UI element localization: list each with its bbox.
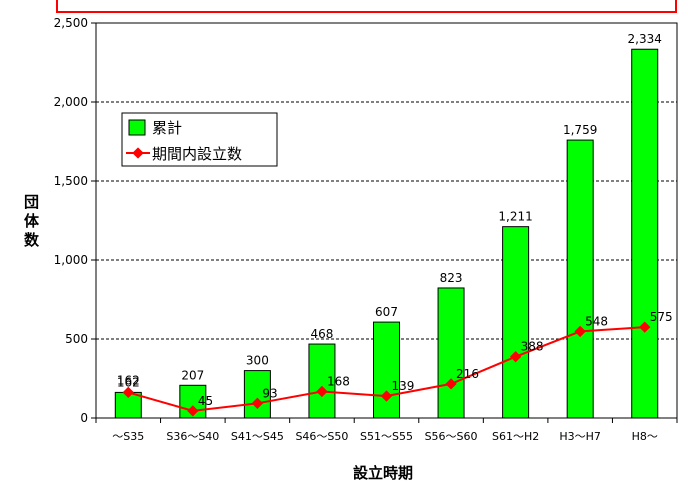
bar-data-label: 300 [246, 354, 269, 368]
line-data-label: 168 [327, 374, 350, 388]
line-data-label: 216 [456, 367, 479, 381]
top-highlight-box [56, 0, 677, 13]
bar-series [114, 48, 659, 419]
legend-line-label: 期間内設立数 [152, 145, 242, 163]
line-marker [251, 397, 264, 409]
bar [308, 343, 336, 419]
y-tick-label: 1,500 [54, 174, 88, 188]
x-category-label: S41～S45 [231, 430, 284, 443]
x-axis-title: 設立時期 [353, 464, 413, 482]
line-marker [316, 385, 328, 398]
y-axis-ticks: 0 500 1,000 1,500 2,000 2,500 [54, 16, 96, 425]
y-tick-label: 2,000 [54, 95, 88, 109]
y-axis-title: 団体数 [24, 193, 40, 249]
bar-data-label: 607 [375, 305, 398, 319]
x-category-label: S56～S60 [425, 430, 478, 443]
legend-bar-label: 累計 [152, 119, 182, 137]
y-tick-label: 2,500 [54, 16, 88, 30]
line-data-label: 548 [585, 314, 608, 328]
line-marker [187, 405, 199, 417]
legend-box [121, 112, 278, 167]
line-data-label: 45 [198, 394, 213, 408]
line-marker [380, 390, 393, 402]
bar [631, 48, 659, 419]
bar [502, 226, 530, 419]
y-tick-label: 500 [65, 332, 88, 346]
bar-data-label: 207 [181, 368, 204, 382]
x-category-label: ～S35 [112, 430, 144, 443]
bar-data-label: 1,759 [563, 123, 597, 137]
x-category-label: S46～S50 [295, 430, 348, 443]
x-category-label: S61～H2 [492, 430, 539, 443]
line-data-label: 388 [521, 340, 544, 354]
bar-data-label: 1,211 [498, 210, 532, 224]
x-category-label: S36～S40 [166, 430, 219, 443]
bar-data-labels: 162 207 300 468 607 823 1,211 1,759 2,334 [117, 32, 662, 389]
legend: 累計 期間内設立数 [121, 112, 278, 167]
line-data-label: 139 [392, 379, 415, 393]
line-series [122, 321, 651, 417]
x-category-label: H8～ [632, 430, 658, 443]
x-axis-categories: ～S35 S36～S40 S41～S45 S46～S50 S51～S55 S56～S60 S… [95, 418, 678, 443]
bar [373, 321, 400, 419]
line-marker [445, 378, 457, 390]
line-data-label: 575 [650, 310, 673, 324]
legend-bar-swatch [128, 119, 146, 136]
bar-data-label: 468 [310, 327, 333, 341]
legend-line-marker [132, 147, 144, 159]
y-tick-label: 1,000 [54, 253, 88, 267]
line-data-label: 93 [262, 386, 277, 400]
bar [566, 139, 594, 419]
line-marker [639, 321, 651, 333]
bar-data-label: 162 [117, 375, 140, 389]
line-marker [574, 325, 586, 338]
y-tick-label: 0 [80, 411, 88, 425]
line-data-label: 162 [117, 373, 140, 387]
bar [437, 287, 465, 419]
bar-data-label: 823 [440, 271, 463, 285]
line-data-labels: 162 45 93 168 139 216 388 548 575 [117, 310, 673, 408]
bar [243, 370, 271, 419]
bar-data-label: 2,334 [628, 32, 662, 46]
x-category-label: H3～H7 [559, 430, 601, 443]
x-category-label: S51～S55 [360, 430, 413, 443]
